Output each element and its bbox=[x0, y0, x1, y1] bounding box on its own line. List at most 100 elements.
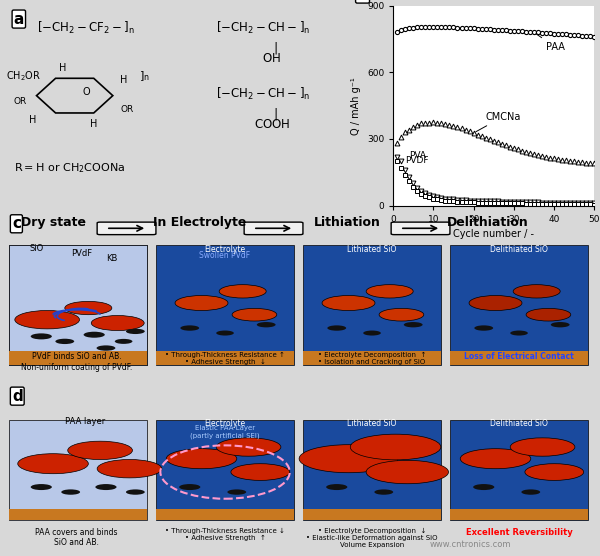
Bar bbox=[303, 420, 441, 520]
Text: Lithiated SiO: Lithiated SiO bbox=[347, 245, 397, 254]
Bar bbox=[303, 509, 441, 520]
Text: In Electrolyte: In Electrolyte bbox=[154, 216, 247, 229]
Circle shape bbox=[181, 325, 199, 331]
Text: H: H bbox=[29, 115, 36, 125]
FancyArrowPatch shape bbox=[259, 223, 286, 230]
Bar bbox=[450, 351, 588, 365]
Circle shape bbox=[475, 325, 493, 331]
Text: Excellent Reversibility: Excellent Reversibility bbox=[466, 528, 572, 537]
Y-axis label: Q / mAh g⁻¹: Q / mAh g⁻¹ bbox=[352, 77, 361, 135]
Text: • Electrolyte Decomposition  ↑
• Isolation and Cracking of SiO: • Electrolyte Decomposition ↑ • Isolatio… bbox=[318, 353, 426, 365]
Circle shape bbox=[366, 460, 448, 484]
Text: Loss of Electrical Contact: Loss of Electrical Contact bbox=[464, 353, 574, 361]
Text: www.cntronics.com: www.cntronics.com bbox=[430, 540, 511, 549]
Bar bbox=[303, 245, 441, 365]
Text: PAA: PAA bbox=[536, 34, 565, 52]
Text: KB: KB bbox=[106, 254, 118, 264]
Text: $\rm ]_n$: $\rm ]_n$ bbox=[139, 69, 151, 82]
X-axis label: Cycle number / -: Cycle number / - bbox=[453, 229, 534, 239]
Text: $\rm [-CH_2-CF_2-]_n$: $\rm [-CH_2-CF_2-]_n$ bbox=[37, 19, 134, 36]
Bar bbox=[156, 509, 294, 520]
Text: PVA: PVA bbox=[409, 151, 427, 160]
FancyBboxPatch shape bbox=[97, 222, 156, 235]
Circle shape bbox=[363, 330, 381, 336]
Bar bbox=[9, 509, 147, 520]
Text: Delithiated SiO: Delithiated SiO bbox=[490, 245, 548, 254]
Circle shape bbox=[216, 330, 234, 336]
Circle shape bbox=[513, 285, 560, 298]
Circle shape bbox=[257, 322, 275, 327]
Circle shape bbox=[526, 309, 571, 321]
Circle shape bbox=[328, 325, 346, 331]
Bar bbox=[156, 420, 294, 520]
Text: c: c bbox=[12, 216, 21, 231]
Text: Electrolyte: Electrolyte bbox=[205, 419, 245, 428]
Circle shape bbox=[91, 316, 144, 330]
Bar bbox=[9, 245, 147, 365]
Circle shape bbox=[126, 329, 145, 334]
Circle shape bbox=[404, 322, 422, 327]
Text: $\rm R = H\ or\ CH_2COONa$: $\rm R = H\ or\ CH_2COONa$ bbox=[14, 162, 125, 176]
Circle shape bbox=[126, 489, 145, 495]
Circle shape bbox=[31, 484, 52, 490]
Text: Delithiation: Delithiation bbox=[447, 216, 529, 229]
FancyArrowPatch shape bbox=[112, 223, 139, 230]
Bar bbox=[450, 509, 588, 520]
Circle shape bbox=[322, 296, 375, 310]
Circle shape bbox=[61, 489, 80, 495]
FancyBboxPatch shape bbox=[244, 222, 303, 235]
Text: Dry state: Dry state bbox=[20, 216, 86, 229]
Text: O: O bbox=[82, 87, 90, 97]
Circle shape bbox=[68, 441, 133, 459]
Text: • Through-Thickness Resistance ↑
• Adhesive Strength  ↓: • Through-Thickness Resistance ↑ • Adhes… bbox=[165, 353, 285, 365]
Circle shape bbox=[469, 296, 522, 310]
Circle shape bbox=[97, 459, 162, 478]
Text: SiO: SiO bbox=[29, 244, 44, 254]
Bar bbox=[156, 245, 294, 365]
Circle shape bbox=[299, 445, 398, 473]
FancyBboxPatch shape bbox=[391, 222, 450, 235]
Circle shape bbox=[55, 339, 74, 344]
Circle shape bbox=[460, 449, 531, 469]
Text: OR: OR bbox=[14, 97, 27, 106]
Circle shape bbox=[97, 345, 115, 351]
Text: • Through-Thickness Resistance ↓
• Adhesive Strength  ↑: • Through-Thickness Resistance ↓ • Adhes… bbox=[165, 528, 285, 541]
Circle shape bbox=[473, 484, 494, 490]
Circle shape bbox=[83, 332, 105, 337]
Text: OR: OR bbox=[121, 105, 134, 114]
Circle shape bbox=[379, 309, 424, 321]
Text: $\rm |$: $\rm |$ bbox=[273, 106, 278, 122]
Text: PVdF binds SiO and AB.
Non-uniform coating of PVdF.: PVdF binds SiO and AB. Non-uniform coati… bbox=[21, 353, 132, 371]
Circle shape bbox=[179, 484, 200, 490]
Text: PAA covers and binds
SiO and AB.: PAA covers and binds SiO and AB. bbox=[35, 528, 118, 547]
Bar bbox=[9, 245, 147, 365]
Text: $\rm |$: $\rm |$ bbox=[273, 39, 278, 56]
Circle shape bbox=[95, 484, 116, 490]
Text: CMCNa: CMCNa bbox=[476, 112, 521, 132]
Circle shape bbox=[227, 489, 246, 495]
Text: H: H bbox=[121, 75, 128, 85]
Text: Electrolyte: Electrolyte bbox=[205, 245, 245, 254]
Circle shape bbox=[232, 309, 277, 321]
Text: Swollen PVdF: Swollen PVdF bbox=[199, 251, 251, 260]
Text: PVdF: PVdF bbox=[71, 249, 92, 259]
Text: Elastic PAA Layer
(partly artificial SEI): Elastic PAA Layer (partly artificial SEI… bbox=[190, 425, 260, 439]
Text: H: H bbox=[59, 63, 67, 73]
Bar bbox=[303, 351, 441, 365]
Text: Lithiation: Lithiation bbox=[314, 216, 380, 229]
Text: Lithiated SiO: Lithiated SiO bbox=[347, 419, 397, 428]
Circle shape bbox=[31, 334, 52, 339]
Circle shape bbox=[15, 310, 79, 329]
Circle shape bbox=[231, 464, 290, 480]
Circle shape bbox=[219, 285, 266, 298]
Text: PAA layer: PAA layer bbox=[65, 416, 105, 426]
FancyArrowPatch shape bbox=[406, 223, 433, 230]
Circle shape bbox=[326, 484, 347, 490]
Circle shape bbox=[510, 438, 575, 456]
Text: d: d bbox=[12, 389, 23, 404]
Circle shape bbox=[374, 489, 393, 495]
Circle shape bbox=[18, 454, 88, 474]
Circle shape bbox=[175, 296, 228, 310]
Bar bbox=[9, 351, 147, 365]
Text: • Electrolyte Decomposition  ↓
• Elastic-like Deformation against SiO
Volume Exp: • Electrolyte Decomposition ↓ • Elastic-… bbox=[306, 528, 438, 548]
